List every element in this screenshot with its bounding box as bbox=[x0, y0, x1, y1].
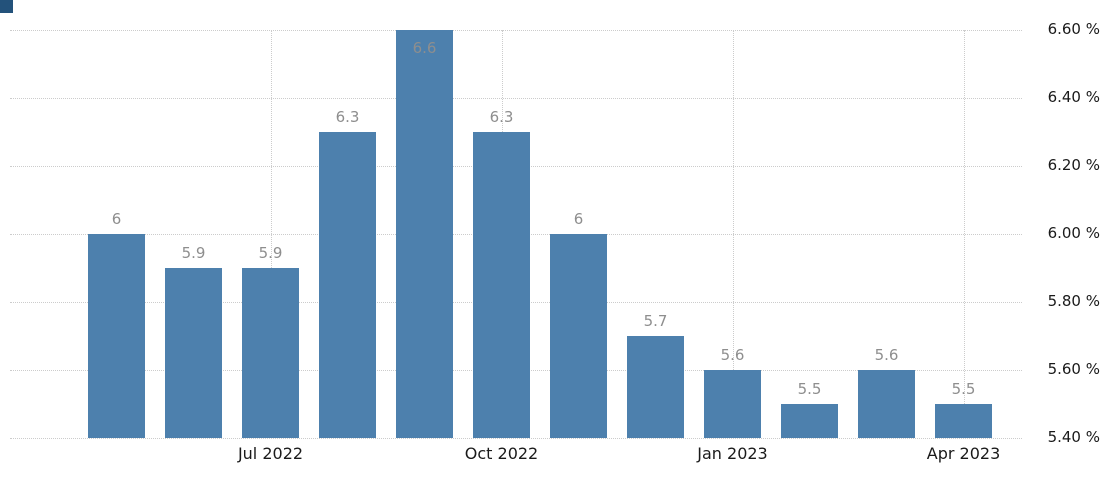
v-gridline bbox=[732, 30, 734, 438]
y-tick-label: 6.60 % bbox=[1047, 20, 1100, 38]
v-gridline bbox=[963, 30, 965, 438]
v-gridline bbox=[270, 30, 272, 438]
x-axis: Jul 2022 Oct 2022 Jan 2023 Apr 2023 bbox=[10, 446, 1022, 472]
bar-value-label: 5.9 bbox=[181, 244, 206, 262]
chart-accent-square bbox=[0, 0, 13, 13]
bar bbox=[935, 404, 992, 438]
plot-area: 6 5.9 5.9 6.3 6.6 6.3 6 5.7 5.6 5.5 5.6 5.5 bbox=[10, 30, 1022, 439]
bar-value-label: 6 bbox=[573, 210, 584, 228]
h-gridline bbox=[10, 30, 1022, 31]
bar-value-label: 6.6 bbox=[412, 39, 437, 57]
y-axis: 6.60 % 6.40 % 6.20 % 6.00 % 5.80 % 5.60 % 5.40… bbox=[1028, 0, 1100, 482]
bar-value-label: 5.6 bbox=[720, 346, 745, 364]
bar-value-label: 6.3 bbox=[489, 108, 514, 126]
y-tick-label: 5.80 % bbox=[1047, 292, 1100, 310]
bar bbox=[627, 336, 684, 438]
y-tick-label: 5.40 % bbox=[1047, 428, 1100, 446]
bar bbox=[704, 370, 761, 438]
bar bbox=[165, 268, 222, 438]
x-tick-label: Jan 2023 bbox=[697, 444, 768, 463]
x-tick-label: Oct 2022 bbox=[464, 444, 539, 463]
bar bbox=[781, 404, 838, 438]
h-gridline bbox=[10, 98, 1022, 99]
bar bbox=[858, 370, 915, 438]
bar-value-label: 5.5 bbox=[951, 380, 976, 398]
bar-value-label: 6 bbox=[111, 210, 122, 228]
bar bbox=[396, 30, 453, 438]
y-tick-label: 6.40 % bbox=[1047, 88, 1100, 106]
bar-value-label: 5.6 bbox=[874, 346, 899, 364]
bar-value-label: 6.3 bbox=[335, 108, 360, 126]
bar bbox=[88, 234, 145, 438]
bar-value-label: 5.7 bbox=[643, 312, 668, 330]
y-tick-label: 5.60 % bbox=[1047, 360, 1100, 378]
bar bbox=[319, 132, 376, 438]
x-tick-label: Jul 2022 bbox=[237, 444, 304, 463]
bar bbox=[473, 132, 530, 438]
y-tick-label: 6.20 % bbox=[1047, 156, 1100, 174]
h-gridline bbox=[10, 438, 1022, 439]
bar bbox=[550, 234, 607, 438]
x-tick-label: Apr 2023 bbox=[926, 444, 1001, 463]
bar-value-label: 5.9 bbox=[258, 244, 283, 262]
bar-value-label: 5.5 bbox=[797, 380, 822, 398]
y-tick-label: 6.00 % bbox=[1047, 224, 1100, 242]
bar bbox=[242, 268, 299, 438]
